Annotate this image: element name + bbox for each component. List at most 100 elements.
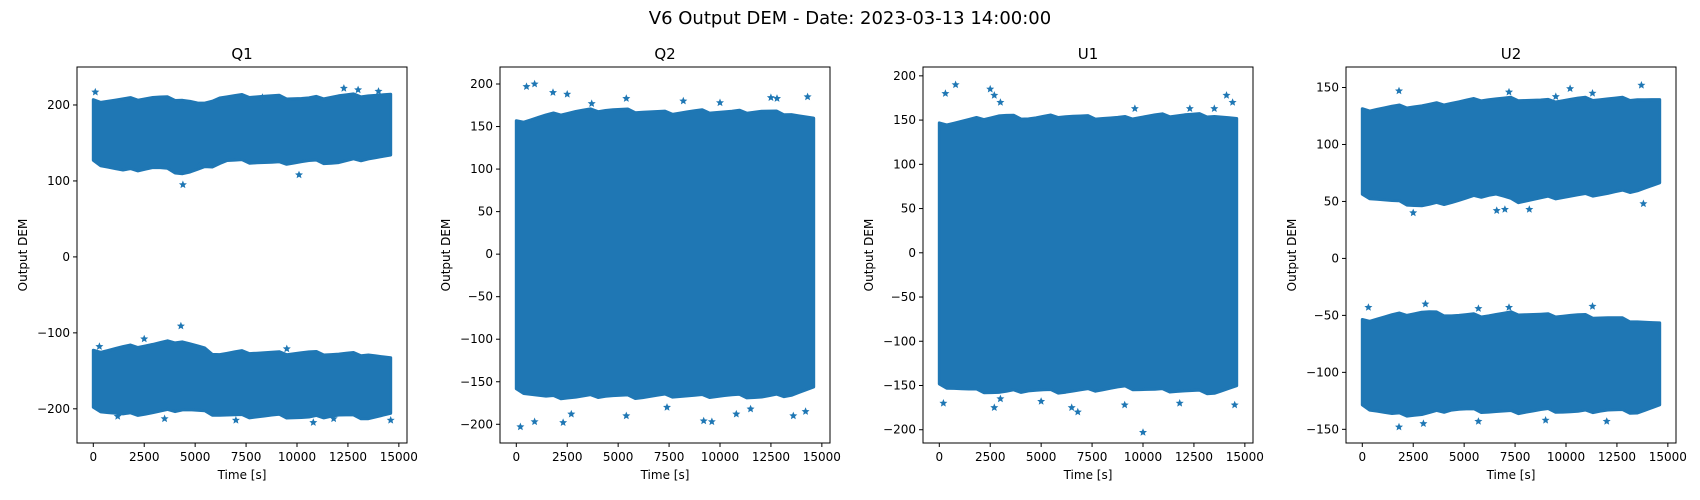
x-tick-label: 10000	[1124, 450, 1162, 464]
scatter-point	[258, 93, 267, 101]
scatter-point	[679, 96, 688, 105]
y-tick-label: 0	[485, 247, 493, 261]
scatter-point	[567, 409, 576, 418]
scatter-point	[1185, 104, 1194, 112]
scatter-point	[1637, 81, 1646, 89]
scatter-point	[1505, 87, 1513, 96]
x-tick-label: 12500	[1598, 450, 1636, 464]
y-tick-label: 0	[1331, 251, 1339, 265]
x-tick-label: 12500	[329, 450, 367, 464]
axes-frame	[499, 66, 831, 444]
scatter-point	[160, 414, 169, 423]
scatter-point	[699, 416, 708, 425]
scatter-point	[1588, 89, 1597, 97]
scatter-point	[1130, 104, 1139, 112]
scatter-point	[522, 82, 531, 90]
y-tick-label: 150	[1316, 81, 1339, 95]
y-tick-label: −100	[460, 332, 493, 346]
y-tick-label: 50	[901, 202, 916, 216]
y-tick-label: −50	[468, 290, 493, 304]
scatter-point	[1230, 400, 1239, 409]
x-tick-label: 0	[512, 450, 520, 464]
data-band-1	[1360, 95, 1662, 208]
axes-frame	[76, 66, 408, 444]
scatter-point	[803, 92, 812, 101]
scatter-point	[746, 404, 755, 413]
scatter-point	[1037, 397, 1046, 405]
x-tick-label: 0	[89, 450, 97, 464]
y-tick-label: 150	[893, 113, 916, 127]
scatter-point	[1409, 208, 1418, 217]
scatter-point	[1474, 417, 1483, 425]
x-tick-label: 2500	[975, 450, 1006, 464]
scatter-point	[1139, 428, 1147, 436]
y-tick-label: 150	[470, 120, 493, 134]
y-tick-label: −150	[1306, 422, 1339, 436]
scatter-point	[996, 394, 1005, 403]
scatter-point	[1492, 206, 1501, 214]
x-tick-label: 0	[1358, 450, 1366, 464]
scatter-point	[1419, 419, 1428, 427]
scatter-point	[309, 418, 318, 426]
y-tick-label: 200	[47, 98, 70, 112]
x-axis-label: Time [s]	[217, 468, 267, 482]
scatter-point	[990, 403, 999, 411]
x-tick-label: 7500	[654, 450, 685, 464]
x-axis-label: Time [s]	[1063, 468, 1113, 482]
x-tick-label: 5000	[180, 450, 211, 464]
scatter-point	[329, 414, 338, 423]
x-tick-label: 2500	[1398, 450, 1429, 464]
scatter-point	[530, 417, 539, 426]
x-axis-label: Time [s]	[1486, 468, 1536, 482]
y-tick-label: −50	[891, 290, 916, 304]
x-tick-label: 12500	[752, 450, 790, 464]
y-tick-label: −200	[460, 417, 493, 431]
y-tick-label: 100	[893, 157, 916, 171]
scatter-point	[295, 170, 303, 179]
scatter-point	[1395, 422, 1403, 431]
x-tick-label: 10000	[278, 450, 316, 464]
y-axis-label: Output DEM	[16, 219, 30, 292]
scatter-point	[113, 412, 122, 420]
y-axis-label: Output DEM	[1285, 219, 1299, 292]
scatter-point	[990, 91, 999, 99]
scatter-point	[1474, 304, 1483, 312]
y-tick-label: 100	[47, 174, 70, 188]
scatter-point	[1525, 205, 1534, 213]
x-tick-label: 0	[935, 450, 943, 464]
y-tick-label: 200	[893, 69, 916, 83]
subplot-q2: 0 2500 5000 7500 10000 12500 15000 −200 −150 −100…	[439, 45, 841, 482]
scatter-point	[91, 87, 100, 96]
scatter-point	[766, 93, 775, 101]
scatter-point	[801, 407, 810, 415]
scatter-point	[176, 321, 185, 330]
scatter-point	[1639, 199, 1648, 208]
scatter-point	[1228, 98, 1237, 106]
data-band-1	[514, 107, 816, 401]
scatter-point	[707, 417, 716, 426]
y-tick-label: 100	[470, 162, 493, 176]
y-tick-label: −50	[1314, 308, 1339, 322]
scatter-point	[1588, 302, 1597, 310]
scatter-point	[587, 99, 596, 107]
scatter-point	[354, 85, 363, 94]
scatter-point	[1210, 104, 1219, 112]
scatter-point	[1500, 205, 1509, 213]
data-band-1	[91, 92, 393, 176]
x-tick-label: 12500	[1175, 450, 1213, 464]
scatter-point	[1395, 86, 1403, 95]
scatter-point	[663, 403, 671, 411]
subplot-title: U2	[1501, 45, 1522, 63]
scatter-point	[195, 161, 204, 170]
x-tick-label: 7500	[1077, 450, 1108, 464]
subplot-u2: 0 2500 5000 7500 10000 12500 15000 −150 −100 −50 0…	[1285, 45, 1687, 482]
x-tick-label: 7500	[1500, 450, 1531, 464]
y-axis-label: Output DEM	[862, 219, 876, 292]
scatter-point	[622, 411, 631, 420]
x-tick-label: 10000	[701, 450, 739, 464]
scatter-point	[1602, 417, 1611, 425]
scatter-point	[1175, 399, 1184, 407]
y-tick-label: −150	[883, 378, 916, 392]
scatter-point	[563, 90, 572, 98]
y-tick-label: 200	[470, 77, 493, 91]
